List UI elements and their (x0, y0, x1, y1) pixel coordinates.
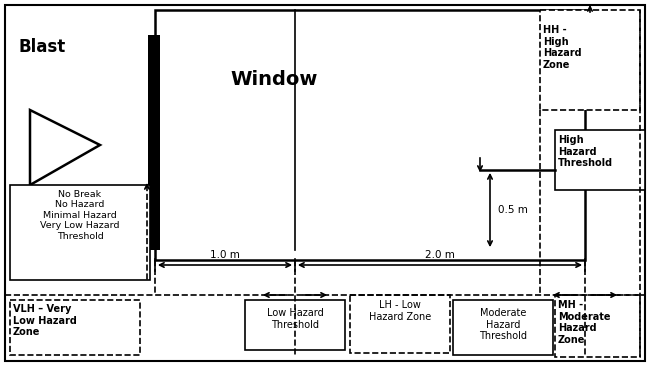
Bar (10, 185, 150, 280)
Text: MH -
Moderate
Hazard
Zone: MH - Moderate Hazard Zone (558, 300, 610, 345)
Text: 1.0 m: 1.0 m (210, 250, 240, 260)
Bar (148, 35, 160, 250)
Text: Moderate
Hazard
Threshold: Moderate Hazard Threshold (479, 308, 527, 341)
Bar (350, 295, 450, 353)
Text: Blast: Blast (18, 38, 65, 56)
Bar (453, 300, 553, 355)
Text: VLH – Very
Low Hazard
Zone: VLH – Very Low Hazard Zone (13, 304, 77, 337)
Text: High
Hazard
Threshold: High Hazard Threshold (558, 135, 613, 168)
Text: Window: Window (230, 70, 317, 89)
Text: HH -
High
Hazard
Zone: HH - High Hazard Zone (543, 25, 582, 70)
Bar (245, 300, 345, 350)
Bar (555, 130, 645, 190)
Text: Low Hazard
Threshold: Low Hazard Threshold (266, 308, 324, 330)
Text: LH - Low
Hazard Zone: LH - Low Hazard Zone (369, 300, 431, 322)
Text: 2.0 m: 2.0 m (425, 250, 455, 260)
Bar (555, 295, 640, 357)
Text: No Break
No Hazard
Minimal Hazard
Very Low Hazard
Threshold: No Break No Hazard Minimal Hazard Very L… (40, 190, 120, 240)
Bar (155, 10, 585, 260)
Bar (540, 10, 640, 110)
Text: 0.5 m: 0.5 m (498, 205, 528, 215)
Bar (10, 300, 140, 355)
